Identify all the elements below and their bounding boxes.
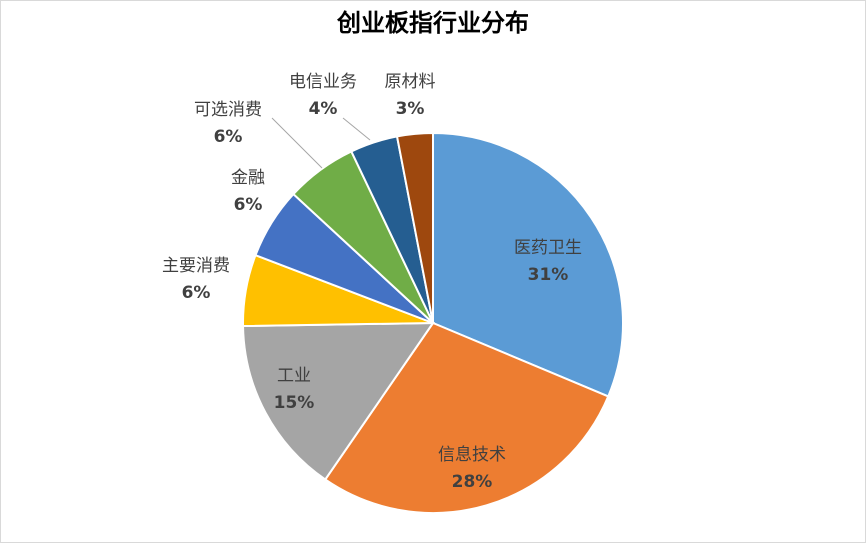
slice-label: 电信业务 xyxy=(289,72,357,92)
pie-slice xyxy=(323,321,610,514)
slice-label: 金融 xyxy=(231,168,265,188)
slice-value-label: 6% xyxy=(182,283,211,303)
pie-slice xyxy=(242,321,435,481)
pie-slice xyxy=(432,131,624,398)
leader-line xyxy=(342,117,371,141)
slice-value-label: 15% xyxy=(274,393,315,413)
slice-label: 可选消费 xyxy=(194,100,262,120)
slice-label: 医药卫生 xyxy=(514,238,582,258)
slice-value-label: 6% xyxy=(214,127,243,147)
slice-label: 主要消费 xyxy=(162,256,230,276)
slice-value-label: 3% xyxy=(396,99,425,119)
slice-value-label: 4% xyxy=(309,99,338,119)
slice-label: 信息技术 xyxy=(438,445,506,465)
slice-value-label: 6% xyxy=(234,195,263,215)
slice-label: 原材料 xyxy=(385,72,436,92)
slice-label: 工业 xyxy=(277,366,311,386)
pie-slice xyxy=(395,131,434,324)
slice-value-label: 28% xyxy=(452,472,493,492)
slice-value-label: 31% xyxy=(528,265,569,285)
chart-title: 创业板指行业分布 xyxy=(336,9,529,37)
leader-line xyxy=(271,117,323,169)
